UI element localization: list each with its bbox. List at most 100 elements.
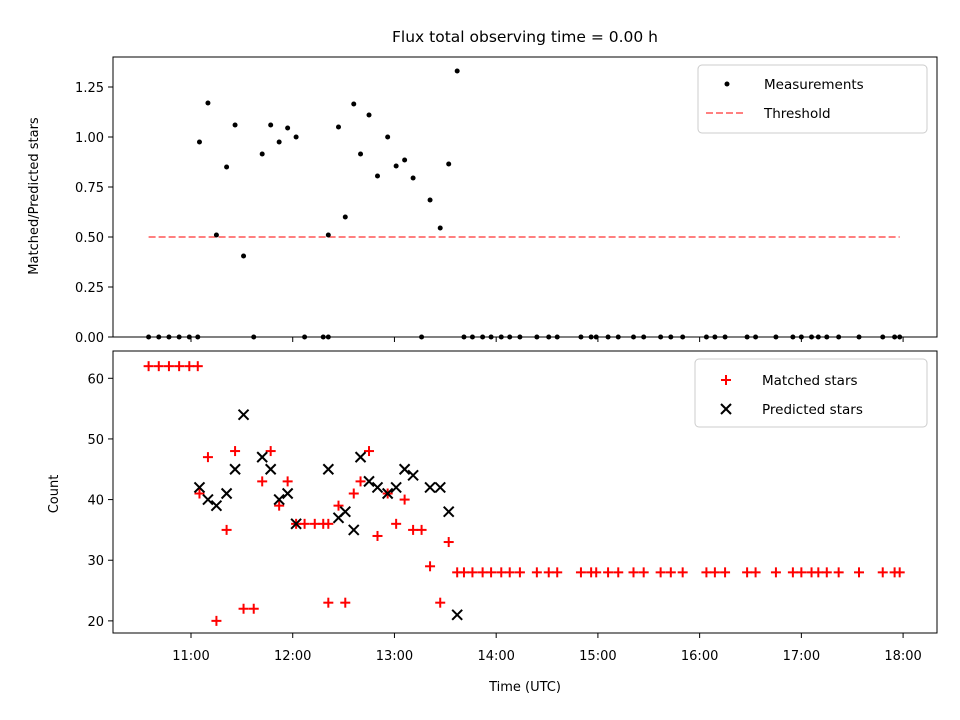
bottom-x-tick-label: 12:00 xyxy=(274,649,311,664)
matched-star-point xyxy=(504,567,515,578)
measurement-point xyxy=(268,122,274,128)
matched-star-point xyxy=(665,567,676,578)
legend-matched-marker xyxy=(721,375,731,385)
bottom-y-tick-label: 50 xyxy=(87,433,104,448)
matched-star-point xyxy=(677,567,688,578)
measurement-point xyxy=(224,164,230,170)
measurement-point xyxy=(427,197,433,203)
measurement-point xyxy=(454,68,460,74)
top-y-tick-label: 1.00 xyxy=(75,131,104,146)
matched-star-point xyxy=(416,524,427,535)
measurement-point xyxy=(358,151,364,157)
matched-star-point xyxy=(787,567,798,578)
predicted-star-point xyxy=(424,481,436,494)
predicted-star-point xyxy=(256,451,268,463)
matched-star-point xyxy=(364,446,375,457)
bottom-y-tick-label: 30 xyxy=(87,554,104,569)
top-y-tick-label: 1.25 xyxy=(75,81,104,96)
bottom-x-axis-label: Time (UTC) xyxy=(488,680,561,695)
top-y-tick-label: 0.50 xyxy=(75,231,104,246)
measurement-point xyxy=(241,253,247,259)
predicted-star-point xyxy=(451,609,463,621)
predicted-star-point xyxy=(322,463,335,475)
matched-star-point xyxy=(833,567,844,578)
top-subplot: Flux total observing time = 0.00 h Match… xyxy=(27,28,938,346)
matched-star-point xyxy=(796,567,807,578)
top-chart-title: Flux total observing time = 0.00 h xyxy=(392,28,658,46)
matched-star-point xyxy=(163,361,174,372)
top-y-axis-label: Matched/Predicted stars xyxy=(27,117,42,275)
matched-star-point xyxy=(309,518,320,529)
measurement-point xyxy=(446,161,452,167)
predicted-star-point xyxy=(237,408,250,421)
predicted-star-point xyxy=(273,493,285,506)
bottom-y-ticks: 20 30 40 50 60 xyxy=(87,372,113,630)
predicted-star-point xyxy=(193,481,206,494)
bottom-x-tick-label: 13:00 xyxy=(376,649,413,664)
bottom-x-tick-label: 18:00 xyxy=(884,649,921,664)
predicted-star-point xyxy=(348,524,360,536)
matched-star-point xyxy=(486,567,497,578)
top-y-tick-label: 0.25 xyxy=(75,281,104,296)
matched-star-point xyxy=(238,603,249,614)
matched-star-point xyxy=(221,524,232,535)
measurement-point xyxy=(285,125,291,131)
bottom-legend-box xyxy=(694,358,928,428)
bottom-y-tick-label: 20 xyxy=(87,615,104,630)
measurement-point xyxy=(402,157,408,163)
bottom-plot-frame xyxy=(112,350,938,634)
matched-star-point xyxy=(257,476,268,487)
matched-star-point xyxy=(153,361,164,372)
matched-star-point xyxy=(877,567,888,578)
predicted-star-point xyxy=(339,506,351,518)
top-legend-box xyxy=(697,64,928,134)
measurement-point xyxy=(232,122,238,128)
predicted-star-point xyxy=(290,518,302,530)
predicted-star-point xyxy=(281,487,294,500)
measurement-point xyxy=(366,112,372,118)
matched-star-point xyxy=(613,567,624,578)
matched-star-point xyxy=(399,494,410,505)
matched-star-point xyxy=(628,567,639,578)
matched-star-point xyxy=(720,567,731,578)
bottom-x-tick-label: 16:00 xyxy=(681,649,718,664)
matched-star-point xyxy=(265,446,276,457)
matched-star-point xyxy=(323,518,334,529)
bottom-legend: Matched stars Predicted stars xyxy=(694,358,928,428)
legend-matched-label: Matched stars xyxy=(762,373,858,389)
matched-star-point xyxy=(194,488,205,499)
legend-measurements-marker xyxy=(724,81,730,87)
matched-star-point xyxy=(467,567,478,578)
bottom-y-tick-label: 60 xyxy=(87,372,104,387)
bottom-x-tick-label: 14:00 xyxy=(477,649,514,664)
matched-star-point xyxy=(854,567,865,578)
measurement-point xyxy=(335,124,341,130)
top-plot-frame xyxy=(112,56,938,338)
matched-star-point xyxy=(230,446,241,457)
top-y-tick-label: 0.00 xyxy=(75,331,104,346)
matched-star-point xyxy=(552,567,563,578)
matched-stars-points xyxy=(143,361,905,626)
measurement-point xyxy=(259,151,265,157)
measurement-point xyxy=(276,139,282,145)
predicted-star-point xyxy=(442,506,455,518)
matched-star-point xyxy=(496,567,507,578)
predicted-star-point xyxy=(229,463,241,475)
matched-star-point xyxy=(391,518,402,529)
measurement-point xyxy=(342,214,348,220)
predicted-star-point xyxy=(371,481,384,494)
matched-star-point xyxy=(323,597,334,608)
matched-star-point xyxy=(543,567,554,578)
matched-star-point xyxy=(742,567,753,578)
measurement-point xyxy=(213,232,219,238)
predicted-star-point xyxy=(398,463,411,475)
predicted-star-point xyxy=(407,469,419,482)
matched-star-point xyxy=(821,567,832,578)
predicted-star-point xyxy=(220,487,233,500)
matched-star-point xyxy=(591,567,602,578)
predicted-star-point xyxy=(264,463,277,475)
matched-star-point xyxy=(750,567,761,578)
top-y-ticks: 0.00 0.25 0.50 0.75 1.00 1.25 xyxy=(75,81,113,346)
matched-star-point xyxy=(443,537,454,548)
